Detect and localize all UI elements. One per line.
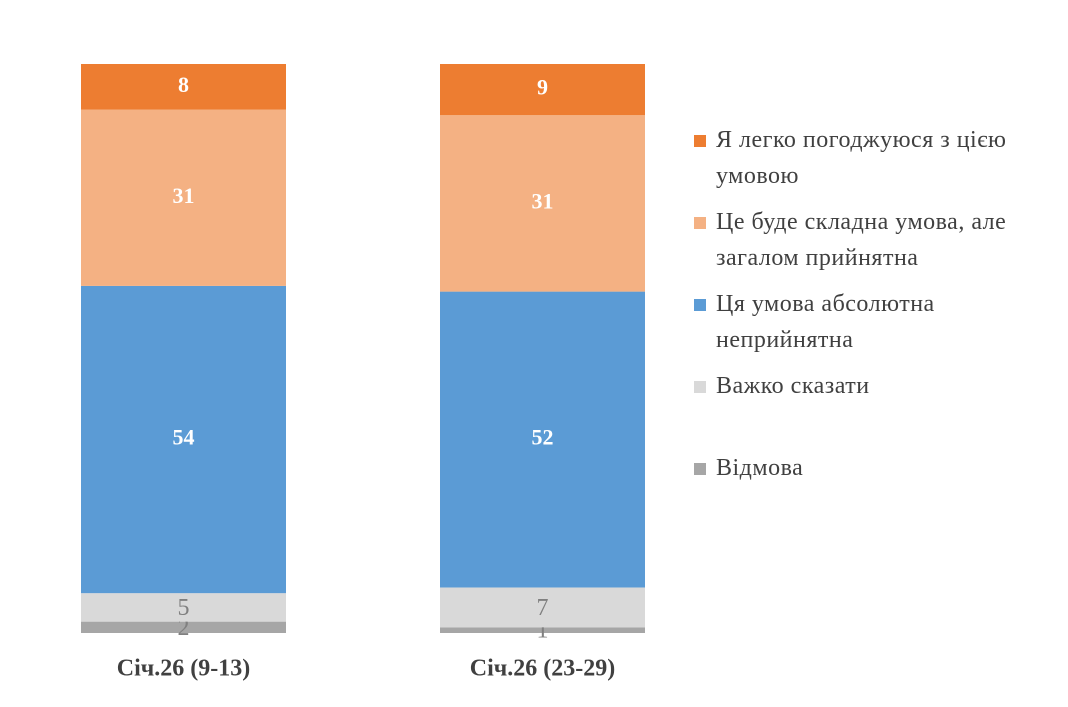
bar-segment [81,64,286,110]
legend-item: Відмова [692,450,1022,486]
legend-swatch [694,135,706,147]
legend-label: Ця умова абсолютна неприйнятна [716,291,935,353]
legend-label: Відмова [716,455,804,481]
data-label: 31 [532,188,554,213]
x-tick-label: Січ.26 (9-13) [117,656,251,682]
legend-swatch [694,463,706,475]
bar-segment [81,621,286,633]
legend-label: Я легко погоджуюся з цією умовою [716,127,1007,189]
bar-segment [440,291,645,588]
data-label: 31 [173,183,195,208]
x-tick-label: Січ.26 (23-29) [470,656,616,682]
bar-segment [440,587,645,628]
legend: Я легко погоджуюся з цією умовою Це буде … [692,122,1022,496]
legend-item: Ця умова абсолютна неприйнятна [692,286,1022,358]
data-label: 5 [178,595,190,621]
data-label: 54 [173,425,195,450]
legend-label: Важко сказати [716,373,870,399]
data-label: 8 [178,72,189,97]
data-label: 9 [537,75,548,100]
bar-segment [440,627,645,633]
legend-swatch [694,217,706,229]
bar-segment [81,285,286,594]
legend-item: Важко сказати [692,368,1022,404]
bar-segment [81,109,286,286]
data-label: 7 [537,595,549,621]
legend-swatch [694,381,706,393]
bar-segment [440,64,645,116]
legend-label: Це буде складна умова, але загалом прийн… [716,209,1007,271]
data-label: 52 [532,425,554,450]
legend-swatch [694,299,706,311]
legend-item: Я легко погоджуюся з цією умовою [692,122,1022,194]
bar-segment [81,593,286,622]
bar-segment [440,115,645,292]
legend-item: Це буде складна умова, але загалом прийн… [692,204,1022,276]
